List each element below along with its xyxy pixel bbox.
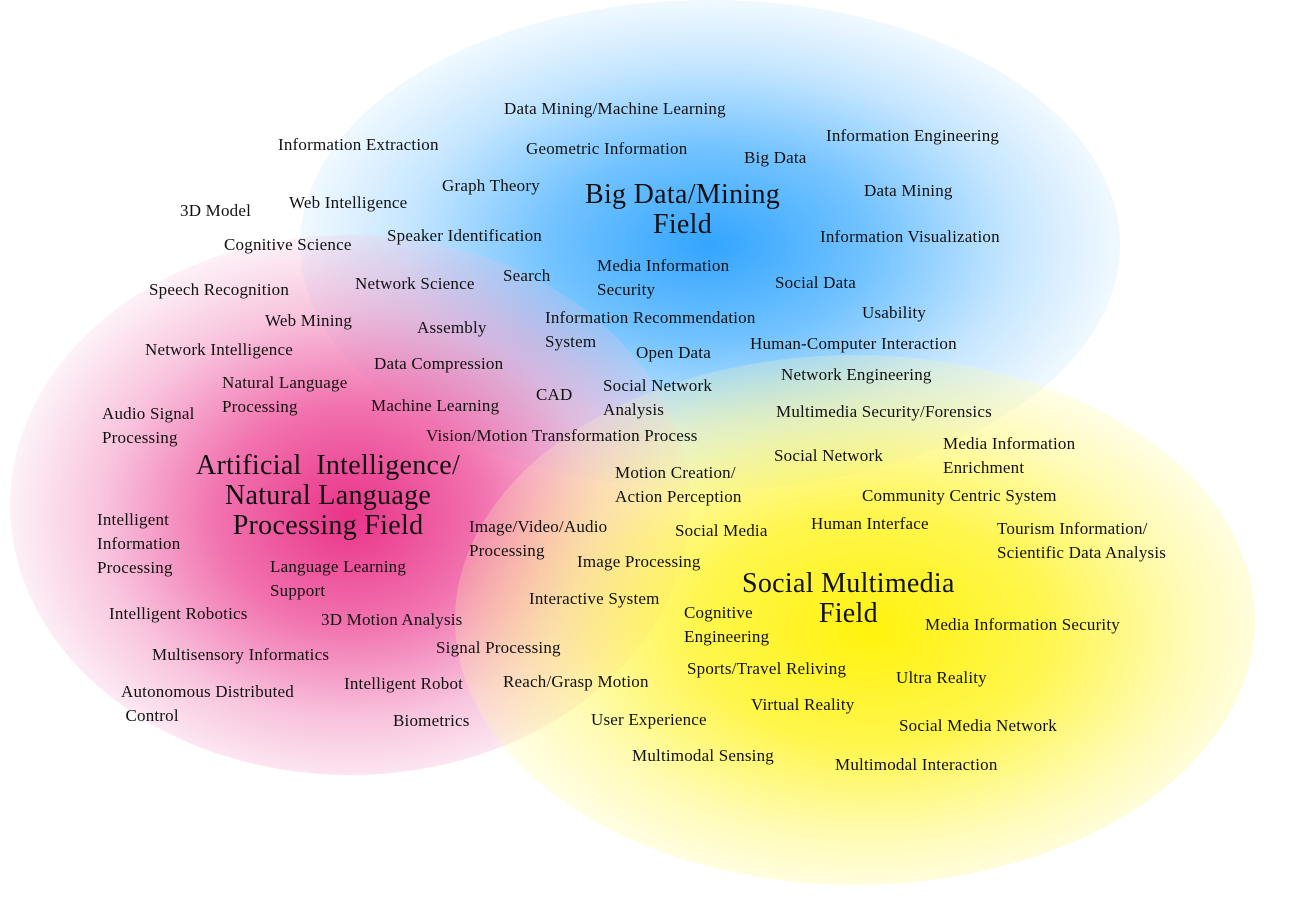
term-label: 3D Motion Analysis <box>321 610 463 629</box>
term-label: Cognitive Science <box>224 235 352 254</box>
term-label: Human Interface <box>811 514 929 533</box>
term-label: User Experience <box>591 710 707 729</box>
term-label: Social Data <box>775 273 857 292</box>
term-label: Community Centric System <box>862 486 1057 505</box>
term-label: 3D Model <box>180 201 252 220</box>
term-label: Data Compression <box>374 354 504 373</box>
term-label: Big Data <box>744 148 807 167</box>
term-label: Social Network <box>774 446 884 465</box>
term-label: Signal Processing <box>436 638 561 657</box>
term-label: Information Recommendation System <box>545 308 756 351</box>
term-label: Image Processing <box>577 552 701 571</box>
term-label: Multimodal Sensing <box>632 746 774 765</box>
term-label: Motion Creation/ Action Perception <box>615 463 742 506</box>
term-label: Search <box>503 266 551 285</box>
term-label: Human-Computer Interaction <box>750 334 957 353</box>
term-label: Multimedia Security/Forensics <box>776 402 992 421</box>
term-label: Intelligent Robot <box>344 674 464 693</box>
term-label: Web Mining <box>265 311 353 330</box>
term-label: Audio Signal Processing <box>102 404 195 447</box>
term-label: Network Intelligence <box>145 340 293 359</box>
term-label: Speech Recognition <box>149 280 290 299</box>
term-label: Data Mining/Machine Learning <box>504 99 726 118</box>
term-label: Intelligent Robotics <box>109 604 248 623</box>
term-label: Virtual Reality <box>751 695 855 714</box>
term-label: Biometrics <box>393 711 470 730</box>
term-label: Social Media Network <box>899 716 1057 735</box>
term-label: Information Extraction <box>278 135 439 154</box>
term-label: Assembly <box>417 318 487 337</box>
social-multimedia-field-region <box>455 355 1255 885</box>
term-label: Media Information Security <box>925 615 1120 634</box>
term-label: Natural Language Processing <box>222 373 348 416</box>
term-label: Media Information Enrichment <box>943 434 1076 477</box>
term-label: Social Media <box>675 521 768 540</box>
term-label: Network Engineering <box>781 365 932 384</box>
term-label: Information Engineering <box>826 126 1000 145</box>
term-label: Reach/Grasp Motion <box>503 672 649 691</box>
term-label: Cognitive Engineering <box>684 603 770 646</box>
term-label: Tourism Information/ Scientific Data Ana… <box>997 519 1167 562</box>
term-label: Web Intelligence <box>289 193 408 212</box>
term-label: Machine Learning <box>371 396 500 415</box>
term-label: Graph Theory <box>442 176 540 195</box>
term-label: Vision/Motion Transformation Process <box>426 426 698 445</box>
term-label: Social Network Analysis <box>603 376 713 419</box>
term-label: Sports/Travel Reliving <box>687 659 847 678</box>
term-label: Network Science <box>355 274 475 293</box>
term-label: Information Visualization <box>820 227 1000 246</box>
term-label: Image/Video/Audio Processing <box>469 517 608 560</box>
field-title-ai-nlp: Artificial Intelligence/ Natural Languag… <box>196 450 461 541</box>
field-title-social-multimedia: Social Multimedia Field <box>742 568 955 629</box>
term-label: Multimodal Interaction <box>835 755 998 774</box>
term-label: Multisensory Informatics <box>152 645 330 664</box>
term-label: Media Information Security <box>597 256 730 299</box>
term-label: Open Data <box>636 343 711 362</box>
field-title-big-data: Big Data/Mining Field <box>585 179 781 240</box>
term-label: Ultra Reality <box>896 668 987 687</box>
term-label: Geometric Information <box>526 139 688 158</box>
term-label: Intelligent Information Processing <box>97 510 181 577</box>
term-label: Usability <box>862 303 927 322</box>
term-label: CAD <box>536 385 573 404</box>
term-label: Autonomous Distributed Control <box>121 682 294 725</box>
term-label: Interactive System <box>529 589 660 608</box>
term-label: Language Learning Support <box>270 557 407 600</box>
term-label: Data Mining <box>864 181 953 200</box>
term-label: Speaker Identification <box>387 226 542 245</box>
